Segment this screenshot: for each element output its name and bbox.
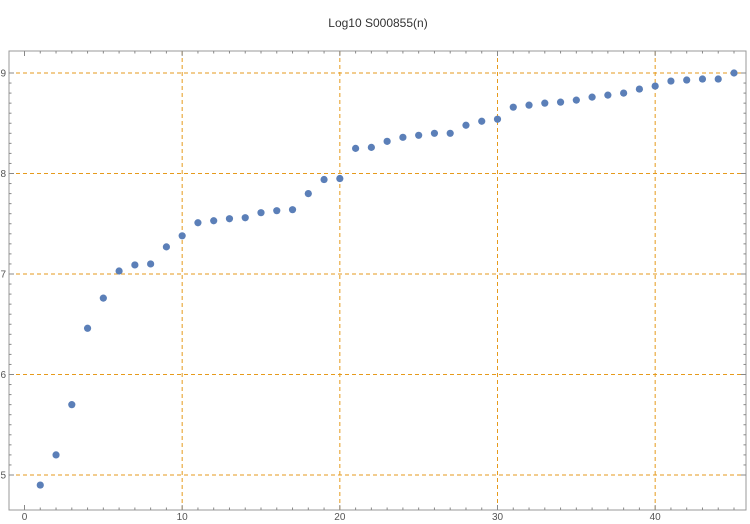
x-tick-label: 30 [492,512,504,523]
data-points [36,69,738,489]
data-point [115,267,123,275]
y-tick-label: 5 [0,471,6,482]
y-tick-label: 7 [0,270,6,281]
data-point [714,75,722,83]
data-point [241,214,249,222]
data-point [667,77,675,85]
data-point [257,209,265,217]
data-point [588,93,596,101]
data-point [83,324,92,332]
data-point [604,91,612,99]
y-tick-label: 9 [0,69,6,80]
data-point [493,115,502,123]
data-point [620,89,628,97]
y-tick-label: 8 [0,169,6,180]
data-point [651,82,659,90]
chart-title: Log10 S000855(n) [328,16,427,30]
data-point [352,144,360,152]
grid [9,51,746,510]
data-point [399,133,407,141]
axis-ticks: 0 10 20 30 40 5 6 7 8 9 [0,51,746,523]
data-point [367,143,375,151]
data-point [541,99,549,107]
data-point [162,243,170,251]
data-point [683,76,691,84]
y-tick-label: 6 [0,370,6,381]
x-tick-label: 40 [650,512,662,523]
data-point [52,451,60,459]
data-point [36,481,44,489]
data-point [210,217,218,225]
data-point [320,175,328,184]
data-point [99,294,107,302]
x-tick-label: 0 [22,512,28,523]
data-point [462,121,470,129]
data-point [68,401,76,409]
data-point [478,117,486,125]
data-point [415,131,423,139]
plot-frame [8,50,747,511]
data-point [383,137,391,145]
data-point [304,190,312,198]
data-point [525,101,533,109]
data-point [131,261,139,269]
data-point [147,260,155,268]
data-point [572,96,580,104]
data-point [635,85,644,93]
data-point [336,174,344,183]
data-point [698,75,707,83]
data-point [556,98,565,106]
data-point [194,219,202,227]
data-point [430,129,439,137]
data-point [509,103,517,111]
data-point [273,207,281,215]
data-point [730,69,738,77]
x-tick-label: 20 [334,512,346,523]
data-point [288,206,297,214]
data-point [446,129,454,137]
data-point [178,232,186,240]
data-point [225,215,234,223]
x-tick-label: 10 [177,512,189,523]
